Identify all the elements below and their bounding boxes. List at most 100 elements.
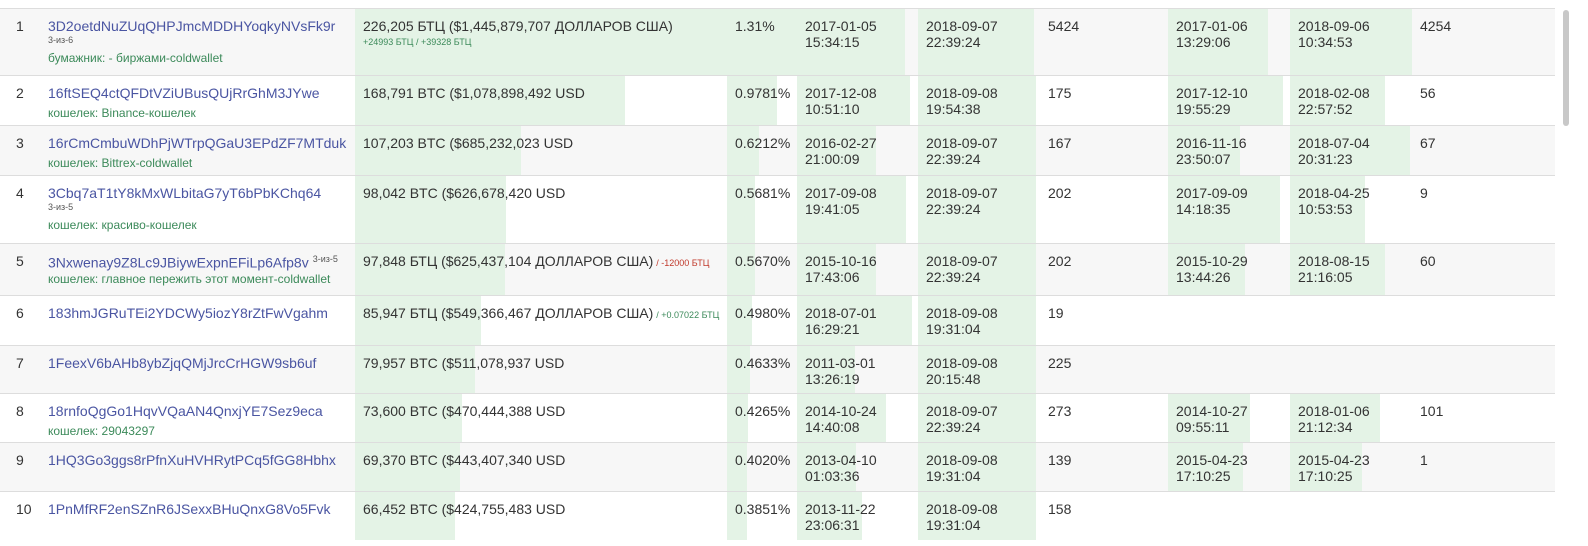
rank-cell-content: 4 <box>16 185 48 201</box>
multisig: 3-из-5 <box>312 254 338 264</box>
share-bar <box>727 443 747 491</box>
ins-count: 175 <box>1048 85 1072 101</box>
first-out-cell: 2015-10-29 13:44:26 <box>1168 244 1290 295</box>
first-in-cell: 2017-12-08 10:51:10 <box>797 76 918 125</box>
address-link[interactable]: 1FeexV6bAHb8ybZjqQMjJrcCrHGW9sb6uf <box>48 355 317 371</box>
first-in-cell-content: 2018-07-01 16:29:21 <box>805 305 918 337</box>
first-out-cell <box>1168 492 1290 540</box>
ins-count: 167 <box>1048 135 1072 151</box>
balance: 66,452 BTC ($424,755,483 USD <box>363 501 566 517</box>
table-row: 7 1FeexV6bAHb8ybZjqQMjJrcCrHGW9sb6uf 79,95… <box>0 345 1555 393</box>
time: 19:31:04 <box>926 517 981 533</box>
address-link[interactable]: 183hmJGRuTEi2YDCWy5iozY8rZtFwVgahm <box>48 305 328 321</box>
rank-cell-content: 3 <box>16 135 48 151</box>
balance-cell-content: 73,600 BTC ($470,444,388 USD <box>363 403 727 419</box>
share-bar <box>355 176 506 243</box>
ins-count: 202 <box>1048 185 1072 201</box>
last-in-cell: 2018-09-07 22:39:24 <box>918 244 1040 295</box>
time: 22:39:24 <box>926 201 981 217</box>
first-in-cell: 2011-03-01 13:26:19 <box>797 346 918 393</box>
last-out-cell-content: 2018-08-15 21:16:05 <box>1298 253 1412 285</box>
rank-cell: 2 <box>0 76 40 125</box>
rank-cell: 8 <box>0 394 40 442</box>
wallet: кошелек: Binance-кошелек <box>48 106 196 120</box>
date: 2018-09-08 <box>926 355 998 371</box>
date: 2018-09-07 <box>926 253 998 269</box>
balance-change: +24993 БТЦ / +39328 БТЦ <box>363 37 472 47</box>
percent-cell: 0.4020% <box>727 443 797 491</box>
first-out-cell-content: 2017-12-10 19:55:29 <box>1176 85 1290 117</box>
first-out-cell <box>1168 296 1290 345</box>
outs-cell <box>1412 296 1555 345</box>
rank-cell-content: 5 <box>16 253 48 269</box>
last-out-cell-content: 2018-04-25 10:53:53 <box>1298 185 1412 217</box>
address-link[interactable]: 16rCmCmbuWDhPjWTrpQGaU3EPdZF7MTduk <box>48 135 347 151</box>
ins-cell-content: 202 <box>1048 253 1168 269</box>
date: 2015-04-23 <box>1176 452 1248 468</box>
address-link[interactable]: 1PnMfRF2enSZnR6JSexxBHuQnxG8Vo5Fvk <box>48 501 331 517</box>
outs-count: 1 <box>1420 452 1428 468</box>
ins-cell: 5424 <box>1040 9 1168 75</box>
last-in-cell: 2018-09-07 22:39:24 <box>918 9 1040 75</box>
first-out-cell: 2017-12-10 19:55:29 <box>1168 76 1290 125</box>
wallet: кошелек: главное пережить этот момент-co… <box>48 271 331 286</box>
date: 2016-02-27 <box>805 135 877 151</box>
first-in-cell-content: 2011-03-01 13:26:19 <box>805 355 918 387</box>
date: 2017-09-08 <box>805 185 877 201</box>
address-link[interactable]: 18rnfoQgGo1HqvVQaAN4QnxjYE7Sez9eca <box>48 403 323 419</box>
share-bar <box>918 443 1036 491</box>
last-in-cell: 2018-09-08 19:31:04 <box>918 443 1040 491</box>
balance-cell-content: 79,957 BTC ($511,078,937 USD <box>363 355 727 371</box>
last-in-cell-content: 2018-09-07 22:39:24 <box>926 18 1040 50</box>
first-out-cell <box>1168 346 1290 393</box>
share-bar <box>918 492 1036 540</box>
date: 2018-09-07 <box>926 135 998 151</box>
first-out-cell-content: 2014-10-27 09:55:11 <box>1176 403 1290 435</box>
table-row: 8 18rnfoQgGo1HqvVQaAN4QnxjYE7Sez9eca кошел… <box>0 393 1555 442</box>
percent-cell-content: 0.4980% <box>735 305 797 321</box>
time: 01:03:36 <box>805 468 860 484</box>
outs-cell: 67 <box>1412 126 1555 175</box>
date: 2018-09-07 <box>926 403 998 419</box>
balance-cell: 66,452 BTC ($424,755,483 USD <box>355 492 727 540</box>
ins-cell: 202 <box>1040 176 1168 243</box>
outs-cell: 1 <box>1412 443 1555 491</box>
percent-cell-content: 0.4633% <box>735 355 797 371</box>
ins-cell: 19 <box>1040 296 1168 345</box>
ins-cell-content: 5424 <box>1048 18 1168 34</box>
table-row: 5 3Nxwenay9Z8Lc9JBiywExpnEFiLp6Afp8v 3-из-… <box>0 243 1555 295</box>
table-row: 4 3Cbq7aT1tY8kMxWLbitaG7yT6bPbKChq64 3-из-… <box>0 175 1555 243</box>
address-link[interactable]: 16ftSEQ4ctQFDtVZiUBusQUjRrGhM3JYwe <box>48 85 320 101</box>
date: 2016-11-16 <box>1176 135 1247 151</box>
last-in-cell: 2018-09-07 22:39:24 <box>918 176 1040 243</box>
share-bar <box>1290 244 1385 295</box>
date: 2017-01-05 <box>805 18 877 34</box>
share-bar <box>918 346 1036 393</box>
share-bar <box>1290 176 1365 243</box>
date: 2018-01-06 <box>1298 403 1370 419</box>
balance: 98,042 BTC ($626,678,420 USD <box>363 185 566 201</box>
share-bar <box>1290 394 1380 442</box>
rank: 6 <box>16 305 24 321</box>
time: 20:15:48 <box>926 371 981 387</box>
percent-cell: 0.4265% <box>727 394 797 442</box>
date: 2018-09-07 <box>926 18 998 34</box>
share-bar <box>918 76 1036 125</box>
time: 19:31:04 <box>926 321 981 337</box>
date: 2017-12-10 <box>1176 85 1248 101</box>
share-bar <box>727 492 747 540</box>
address-link[interactable]: 1HQ3Go3ggs8rPfnXuHVHRytPCq5fGG8Hbhx <box>48 452 336 468</box>
address-link[interactable]: 3Cbq7aT1tY8kMxWLbitaG7yT6bPbKChq64 <box>48 185 322 201</box>
address-link[interactable]: 3Nxwenay9Z8Lc9JBiywExpnEFiLp6Afp8v <box>48 254 309 271</box>
ins-cell: 273 <box>1040 394 1168 442</box>
address-link[interactable]: 3D2oetdNuZUqQHPJmcMDDHYoqkyNVsFk9r <box>48 18 336 34</box>
last-in-cell: 2018-09-07 22:39:24 <box>918 394 1040 442</box>
balance-cell: 79,957 BTC ($511,078,937 USD <box>355 346 727 393</box>
time: 21:00:09 <box>805 151 860 167</box>
scrollbar[interactable] <box>1563 10 1569 126</box>
time: 21:12:34 <box>1298 419 1353 435</box>
date: 2018-04-25 <box>1298 185 1370 201</box>
balance: 69,370 BTC ($443,407,340 USD <box>363 452 566 468</box>
outs-count: 9 <box>1420 185 1428 201</box>
first-out-cell-content: 2017-09-09 14:18:35 <box>1176 185 1290 217</box>
